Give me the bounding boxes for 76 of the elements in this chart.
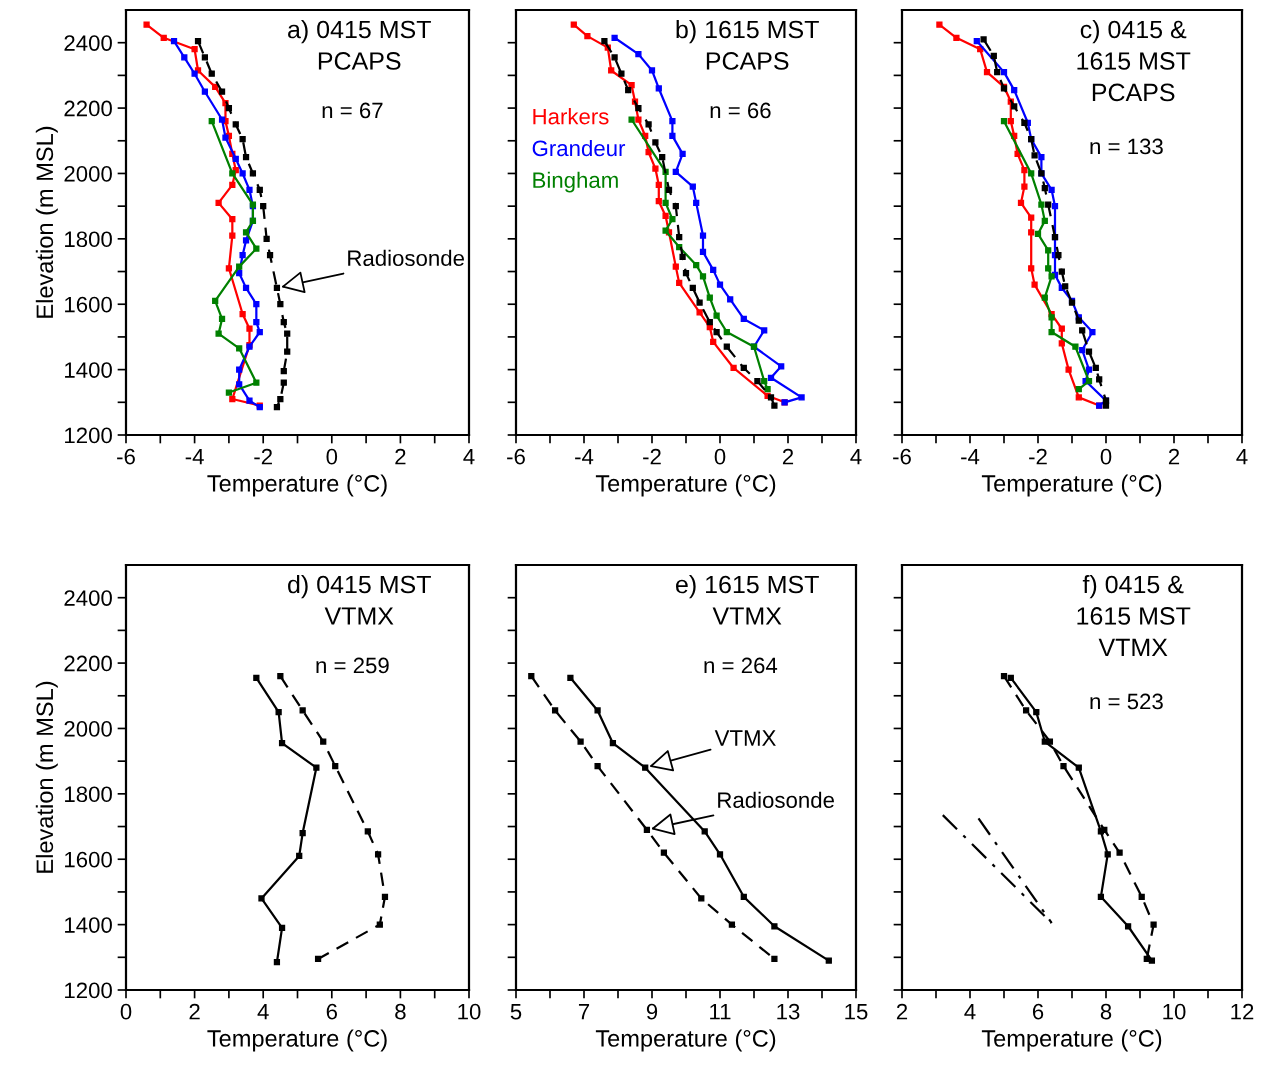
x-tick-label: 4 — [1236, 449, 1248, 465]
x-tick-label: 6 — [326, 1003, 337, 1020]
x-tick-label: 10 — [1163, 1003, 1186, 1020]
text: c) 0415 & 1615 MST PCAPS — [1077, 20, 1191, 102]
y-axis-title: Elevation (m MSL) — [35, 126, 58, 318]
x-tick-label: -6 — [507, 448, 525, 465]
x-tick-label: 2 — [189, 1003, 200, 1020]
annotation: n = 133 — [1090, 138, 1163, 155]
annotation: n = 66 — [710, 102, 771, 119]
text: f) 0415 & 1615 MST VTMX — [1077, 575, 1191, 657]
annotation: n = 523 — [1090, 693, 1163, 710]
x-tick-label: 13 — [777, 1003, 800, 1020]
y-tick-label: 1800 — [65, 786, 112, 803]
x-tick-label: -2 — [643, 448, 661, 465]
series-label: Bingham — [533, 171, 618, 193]
x-tick-label: 4 — [964, 1004, 976, 1020]
x-tick-label: 2 — [1168, 448, 1180, 465]
x-tick-label: -2 — [1029, 448, 1047, 465]
y-tick-label: 2000 — [64, 166, 112, 182]
x-tick-label: 0 — [1100, 448, 1112, 465]
y-tick-label: 2200 — [64, 655, 112, 672]
x-tick-label: 15 — [845, 1004, 868, 1020]
x-tick-label: 9 — [646, 1003, 658, 1020]
x-tick-label: 6 — [1032, 1003, 1044, 1020]
text: e) 1615 MST VTMX — [676, 575, 819, 625]
x-tick-label: 12 — [1231, 1003, 1254, 1020]
x-tick-label: 0 — [326, 448, 338, 465]
y-tick-label: 1400 — [65, 362, 112, 378]
text: b) 1615 MST PCAPS — [676, 20, 819, 70]
x-tick-label: -6 — [893, 448, 911, 465]
y-tick-label: 2400 — [64, 590, 112, 606]
x-tick-label: -2 — [254, 448, 272, 465]
y-tick-label: 2400 — [64, 35, 112, 51]
x-tick-label: 2 — [782, 448, 794, 465]
y-tick-label: 1400 — [65, 917, 112, 933]
y-tick-label: 2200 — [64, 100, 112, 117]
y-tick-label: 1800 — [65, 231, 112, 248]
annotation: Radiosonde — [348, 249, 464, 267]
annotation: n = 259 — [316, 657, 389, 674]
x-tick-label: 2 — [896, 1003, 908, 1020]
x-tick-label: 8 — [395, 1003, 406, 1020]
x-axis-title: Temperature (°C) — [207, 474, 387, 497]
y-tick-label: 1200 — [65, 427, 112, 444]
text: Grandeur — [532, 139, 626, 157]
y-tick-label: 1600 — [65, 296, 112, 313]
x-tick-label: 8 — [1100, 1003, 1112, 1020]
text: d) 0415 MST VTMX — [288, 575, 431, 625]
x-tick-label: 11 — [710, 1004, 731, 1020]
x-axis-title: Temperature (°C) — [207, 1029, 387, 1052]
series-label: Harkers — [533, 108, 609, 125]
y-tick-label: 2000 — [64, 721, 112, 737]
x-axis-title: Temperature (°C) — [595, 474, 776, 497]
x-axis-title: Temperature (°C) — [595, 1029, 776, 1052]
x-tick-label: -4 — [185, 449, 204, 465]
x-tick-label: 0 — [120, 1003, 132, 1020]
annotation: Radiosonde — [718, 791, 834, 808]
x-axis-title: Temperature (°C) — [981, 474, 1162, 497]
annotation: n = 264 — [704, 657, 778, 674]
x-tick-label: 7 — [578, 1004, 590, 1020]
y-tick-label: 1600 — [65, 851, 112, 868]
annotation: VTMX — [714, 730, 776, 746]
text: a) 0415 MST PCAPS — [288, 20, 431, 70]
y-tick-label: 1200 — [65, 982, 112, 999]
x-tick-label: -4 — [575, 449, 594, 465]
x-tick-label: 2 — [395, 448, 406, 465]
x-tick-label: 5 — [510, 1004, 522, 1020]
x-tick-label: 4 — [463, 449, 475, 465]
x-tick-label: 10 — [458, 1003, 481, 1020]
x-tick-label: 4 — [850, 449, 862, 465]
x-tick-label: -6 — [117, 448, 135, 465]
y-axis-title: Elevation (m MSL) — [35, 681, 58, 873]
x-axis-title: Temperature (°C) — [981, 1029, 1162, 1052]
annotation: n = 67 — [322, 102, 383, 119]
x-tick-label: -4 — [961, 449, 980, 465]
x-tick-label: 0 — [714, 448, 726, 465]
x-tick-label: 4 — [257, 1004, 269, 1020]
